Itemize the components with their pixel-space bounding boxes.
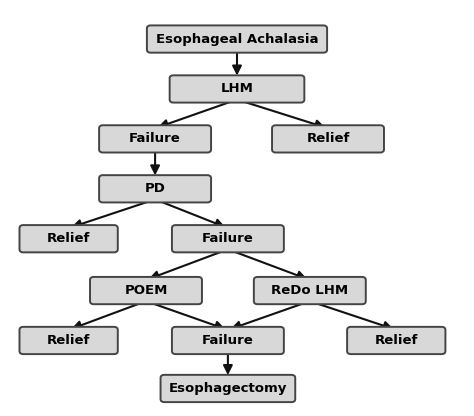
FancyBboxPatch shape [272,125,384,153]
Text: LHM: LHM [220,82,254,95]
FancyBboxPatch shape [161,375,295,402]
Text: Failure: Failure [202,232,254,245]
Text: Esophageal Achalasia: Esophageal Achalasia [156,32,318,45]
FancyBboxPatch shape [170,75,304,103]
FancyBboxPatch shape [19,225,118,253]
Text: ReDo LHM: ReDo LHM [271,284,348,297]
Text: Relief: Relief [306,132,350,145]
FancyBboxPatch shape [99,175,211,203]
Text: Relief: Relief [374,334,418,347]
FancyBboxPatch shape [172,225,284,253]
Text: Relief: Relief [47,334,91,347]
Text: Relief: Relief [47,232,91,245]
Text: PD: PD [145,182,165,195]
FancyBboxPatch shape [172,327,284,354]
Text: POEM: POEM [124,284,168,297]
Text: Esophagectomy: Esophagectomy [169,382,287,395]
FancyBboxPatch shape [19,327,118,354]
Text: Failure: Failure [202,334,254,347]
FancyBboxPatch shape [254,277,366,304]
FancyBboxPatch shape [90,277,202,304]
FancyBboxPatch shape [99,125,211,153]
FancyBboxPatch shape [147,25,327,53]
Text: Failure: Failure [129,132,181,145]
FancyBboxPatch shape [347,327,446,354]
